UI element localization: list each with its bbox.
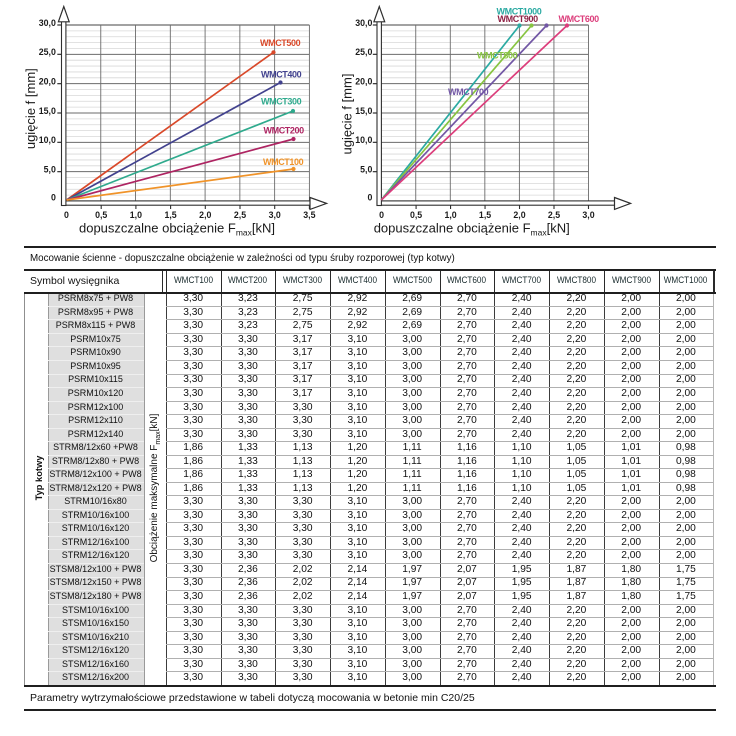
svg-text:5,0: 5,0 [44, 165, 56, 175]
svg-text:30,0: 30,0 [355, 18, 372, 28]
svg-text:15,0: 15,0 [355, 106, 372, 116]
svg-text:WMCT1000: WMCT1000 [497, 6, 542, 16]
svg-text:30,0: 30,0 [39, 18, 56, 28]
svg-text:0: 0 [367, 193, 372, 203]
svg-text:ugięcie f [mm]: ugięcie f [mm] [23, 68, 38, 149]
svg-text:10,0: 10,0 [39, 135, 56, 145]
svg-text:3,0: 3,0 [582, 210, 594, 220]
svg-text:2,0: 2,0 [513, 210, 525, 220]
svg-text:3,0: 3,0 [269, 210, 281, 220]
svg-text:dopuszczalne obciążenie Fmax[k: dopuszczalne obciążenie Fmax[kN] [79, 221, 275, 238]
svg-text:1,0: 1,0 [130, 210, 142, 220]
svg-text:WMCT700: WMCT700 [448, 87, 489, 97]
svg-text:0: 0 [64, 210, 69, 220]
svg-text:WMCT400: WMCT400 [261, 70, 302, 80]
svg-text:15,0: 15,0 [39, 106, 56, 116]
svg-text:WMCT600: WMCT600 [559, 14, 600, 24]
svg-text:WMCT800: WMCT800 [477, 50, 518, 60]
svg-text:1,5: 1,5 [479, 210, 491, 220]
svg-text:ugięcie f [mm]: ugięcie f [mm] [340, 74, 355, 155]
svg-text:WMCT300: WMCT300 [261, 97, 302, 107]
svg-text:WMCT100: WMCT100 [263, 157, 304, 167]
svg-text:20,0: 20,0 [39, 77, 56, 87]
svg-text:3,5: 3,5 [303, 210, 315, 220]
svg-text:0: 0 [51, 193, 56, 203]
svg-text:10,0: 10,0 [355, 135, 372, 145]
svg-text:5,0: 5,0 [360, 165, 372, 175]
svg-text:WMCT900: WMCT900 [498, 14, 539, 24]
svg-text:0,5: 0,5 [410, 210, 422, 220]
svg-text:0,5: 0,5 [95, 210, 107, 220]
svg-text:2,5: 2,5 [548, 210, 560, 220]
svg-text:WMCT500: WMCT500 [260, 38, 301, 48]
svg-text:25,0: 25,0 [39, 47, 56, 57]
svg-text:25,0: 25,0 [355, 47, 372, 57]
svg-text:1,0: 1,0 [444, 210, 456, 220]
svg-text:20,0: 20,0 [355, 77, 372, 87]
svg-text:2,5: 2,5 [234, 210, 246, 220]
svg-text:1,5: 1,5 [164, 210, 176, 220]
svg-text:dopuszczalne obciążenie Fmax[k: dopuszczalne obciążenie Fmax[kN] [374, 221, 570, 238]
svg-text:2,0: 2,0 [199, 210, 211, 220]
svg-text:WMCT200: WMCT200 [264, 126, 305, 136]
svg-text:0: 0 [379, 210, 384, 220]
